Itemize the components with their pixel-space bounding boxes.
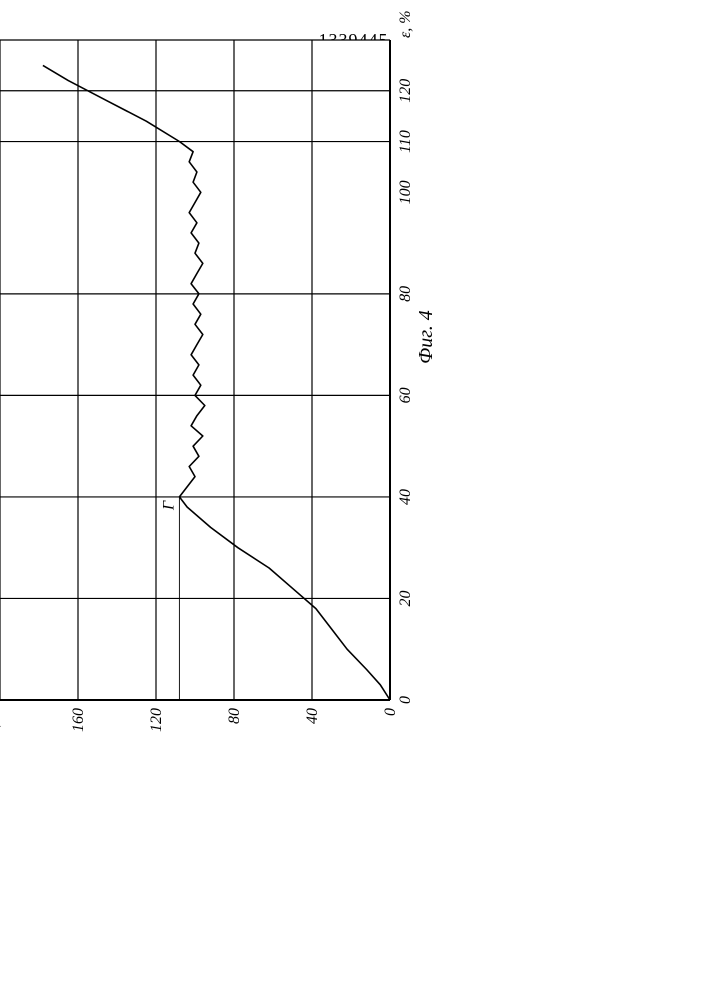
x-tick-label: 40	[397, 489, 414, 505]
chart-container: 020406080100110120ε, %04080120160P, HГФи…	[0, 290, 707, 750]
x-axis-label: ε, %	[397, 10, 414, 38]
point-label-g: Г	[160, 500, 177, 511]
y-tick-label: 160	[70, 708, 87, 732]
x-tick-label: 120	[397, 79, 414, 103]
plot-background	[0, 40, 390, 700]
y-tick-label: 80	[226, 708, 243, 724]
x-tick-label: 80	[397, 286, 414, 302]
y-axis-label: P, H	[0, 707, 2, 737]
x-tick-label: 60	[397, 387, 414, 403]
y-tick-label: 40	[304, 708, 321, 724]
line-chart: 0 20 40 60 80 100 110 120 ε, % 0 40 80 120 160 P, H Г Фи…	[0, 10, 440, 750]
y-tick-label: 0	[382, 708, 399, 716]
x-tick-label: 100	[397, 180, 414, 204]
x-tick-label: 0	[397, 696, 414, 704]
figure-label: Фиг. 4	[415, 310, 437, 364]
x-tick-label: 20	[397, 590, 414, 606]
x-tick-label: 110	[397, 130, 414, 153]
page: 1339445 020406080100110120ε, %0408012016…	[0, 0, 707, 1000]
y-tick-label: 120	[148, 708, 165, 732]
